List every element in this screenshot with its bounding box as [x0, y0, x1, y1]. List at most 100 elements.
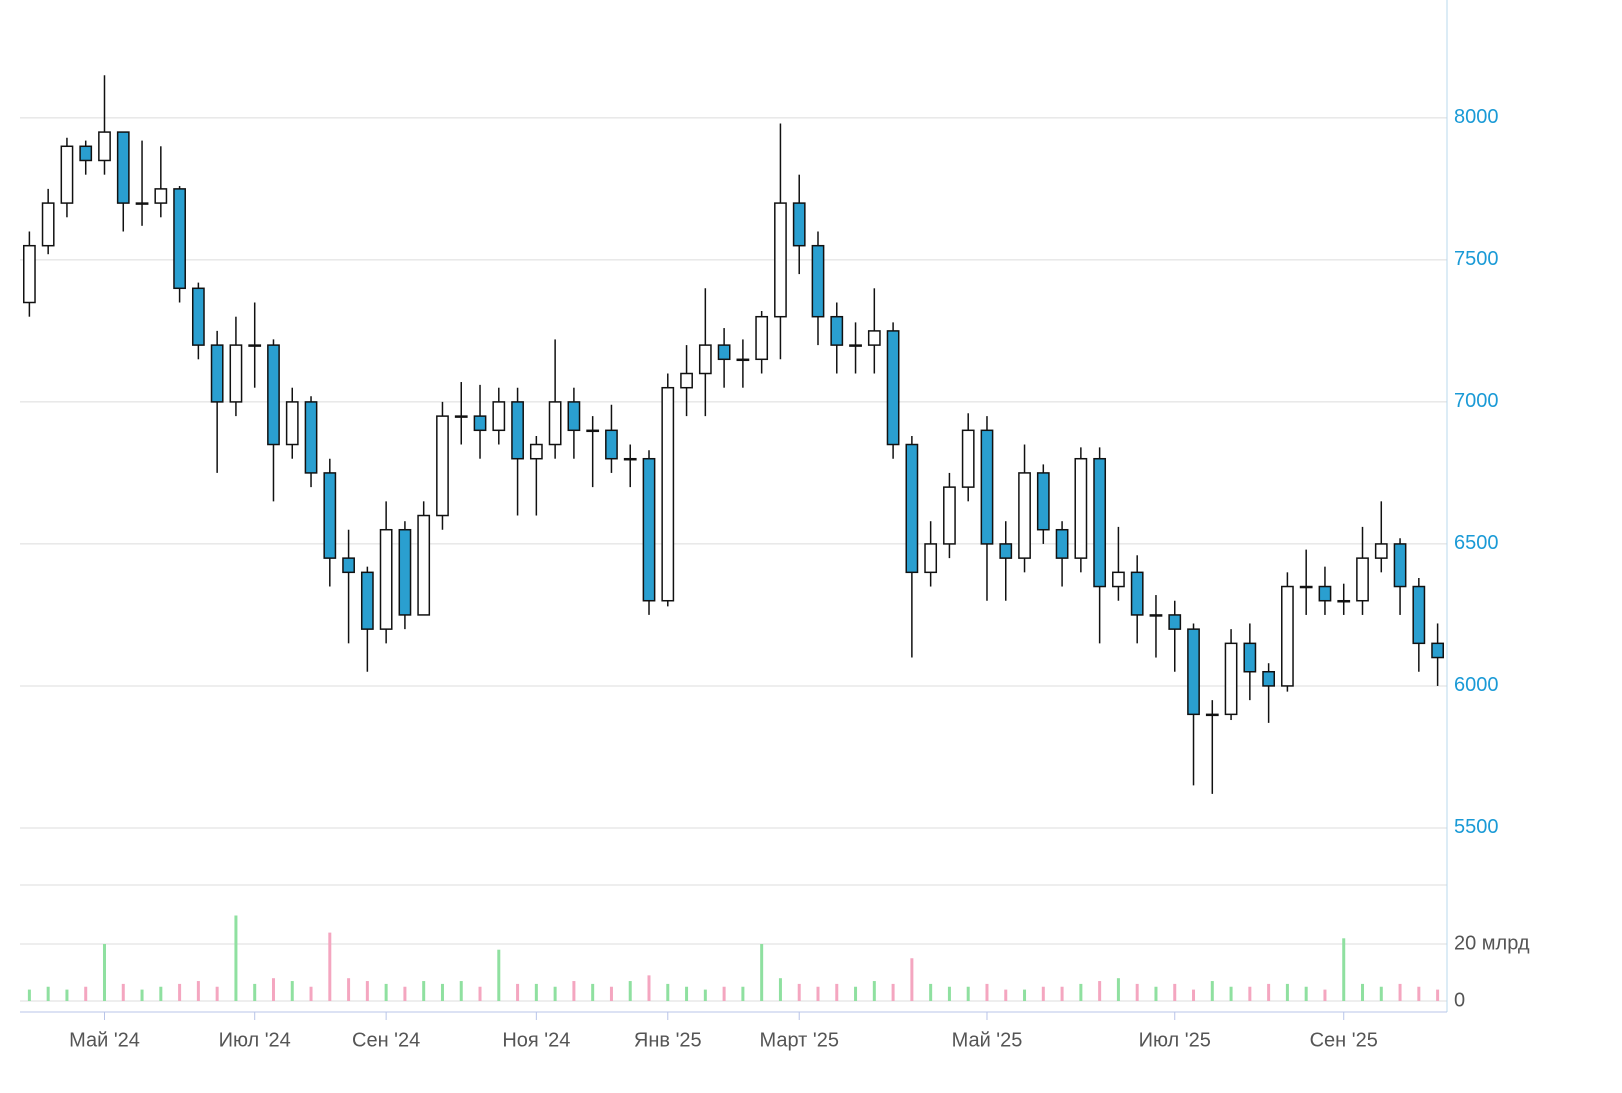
- volume-bar: [1436, 989, 1440, 1001]
- volume-bar: [1398, 983, 1402, 1001]
- volume-bar: [1098, 981, 1102, 1001]
- candle-body: [586, 429, 600, 433]
- candle-body: [436, 415, 449, 517]
- candle-body: [360, 571, 374, 630]
- volume-bar: [910, 958, 914, 1001]
- candle-body: [642, 457, 656, 602]
- candle-body: [548, 401, 562, 446]
- candle-body: [1168, 614, 1182, 630]
- candle-body: [792, 202, 806, 247]
- candle-body: [680, 372, 693, 389]
- candle-body: [210, 344, 224, 403]
- candle-body: [849, 344, 862, 347]
- volume-bar: [253, 983, 257, 1001]
- volume-bar: [1023, 989, 1027, 1001]
- volume-bar: [1154, 986, 1158, 1001]
- volume-bar: [365, 981, 369, 1001]
- volume-bar: [947, 986, 951, 1001]
- volume-bar: [797, 983, 801, 1001]
- volume-bar: [609, 986, 613, 1001]
- volume-bar: [271, 978, 275, 1001]
- volume-bar: [84, 986, 88, 1001]
- candle-body: [567, 401, 581, 432]
- volume-bar: [1248, 986, 1252, 1001]
- candle-body: [1130, 571, 1144, 616]
- candle-body: [1074, 457, 1088, 559]
- candle-body: [1262, 670, 1276, 687]
- y-tick-label: 6000: [1454, 674, 1499, 696]
- volume-bar: [1417, 986, 1421, 1001]
- candle-body: [999, 543, 1013, 559]
- candle-body: [1356, 557, 1369, 602]
- volume-bar: [703, 989, 707, 1001]
- volume-bar: [1229, 986, 1233, 1001]
- volume-bar: [1041, 986, 1045, 1001]
- volume-bar: [196, 981, 200, 1001]
- candle-body: [154, 188, 168, 204]
- volume-bar: [478, 986, 482, 1001]
- candle-body: [755, 315, 769, 361]
- volume-bar: [572, 981, 576, 1001]
- candle-body: [1224, 642, 1238, 716]
- candle-body: [135, 202, 149, 205]
- volume-bar: [403, 986, 407, 1001]
- candle-body: [191, 287, 205, 346]
- volume-bar: [309, 986, 313, 1001]
- volume-bar: [685, 986, 689, 1001]
- candle-body: [473, 415, 487, 432]
- y-tick-label: 7000: [1454, 390, 1499, 412]
- candle-body: [886, 330, 900, 446]
- candle-body: [1205, 713, 1219, 717]
- volume-tick-label: 20 млрд: [1454, 932, 1530, 954]
- candle-body: [60, 145, 74, 204]
- candle-body: [1431, 642, 1444, 659]
- candle-body: [267, 344, 280, 446]
- candle-body: [454, 415, 468, 418]
- volume-bar: [854, 986, 858, 1001]
- candle-body: [698, 344, 712, 375]
- candle-body: [379, 528, 393, 630]
- volume-bar: [347, 978, 351, 1001]
- x-tick-label: Июл '25: [1139, 1029, 1211, 1051]
- volume-bar: [816, 986, 820, 1001]
- candle-body: [173, 188, 186, 290]
- volume-bar: [1116, 978, 1120, 1001]
- candle-body: [342, 557, 355, 574]
- candle-body: [1299, 585, 1313, 589]
- candle-body: [1281, 585, 1294, 687]
- volume-bar: [46, 986, 50, 1001]
- y-tick-label: 6500: [1454, 532, 1499, 554]
- x-tick-label: Сен '24: [352, 1029, 420, 1051]
- volume-bar: [65, 989, 69, 1001]
- candle-body: [830, 315, 844, 346]
- volume-bar: [929, 983, 933, 1001]
- volume-bar: [666, 983, 670, 1001]
- volume-bar: [516, 983, 520, 1001]
- candle-body: [867, 330, 881, 346]
- volume-bar: [1192, 989, 1196, 1001]
- volume-bar: [1173, 983, 1177, 1001]
- candle-body: [511, 401, 524, 460]
- candle-body: [1187, 628, 1200, 716]
- x-tick-label: Ноя '24: [502, 1029, 570, 1051]
- volume-bar: [1267, 983, 1271, 1001]
- volume-bar: [140, 989, 144, 1001]
- candle-body: [398, 528, 412, 616]
- volume-bar: [891, 983, 895, 1001]
- volume-bar: [1135, 983, 1139, 1001]
- candle-body: [248, 344, 262, 347]
- volume-bar: [27, 989, 31, 1001]
- candle-body: [116, 131, 130, 204]
- volume-bar: [121, 983, 125, 1001]
- candle-body: [605, 429, 618, 460]
- candle-body: [924, 543, 938, 574]
- candle-body: [285, 401, 299, 446]
- x-tick-label: Сен '25: [1310, 1029, 1378, 1051]
- candle-body: [417, 514, 431, 616]
- y-tick-label: 8000: [1454, 106, 1499, 128]
- candle-body: [1412, 585, 1426, 645]
- volume-bar: [234, 915, 238, 1001]
- candle-body: [717, 344, 731, 361]
- volume-bar: [440, 983, 444, 1001]
